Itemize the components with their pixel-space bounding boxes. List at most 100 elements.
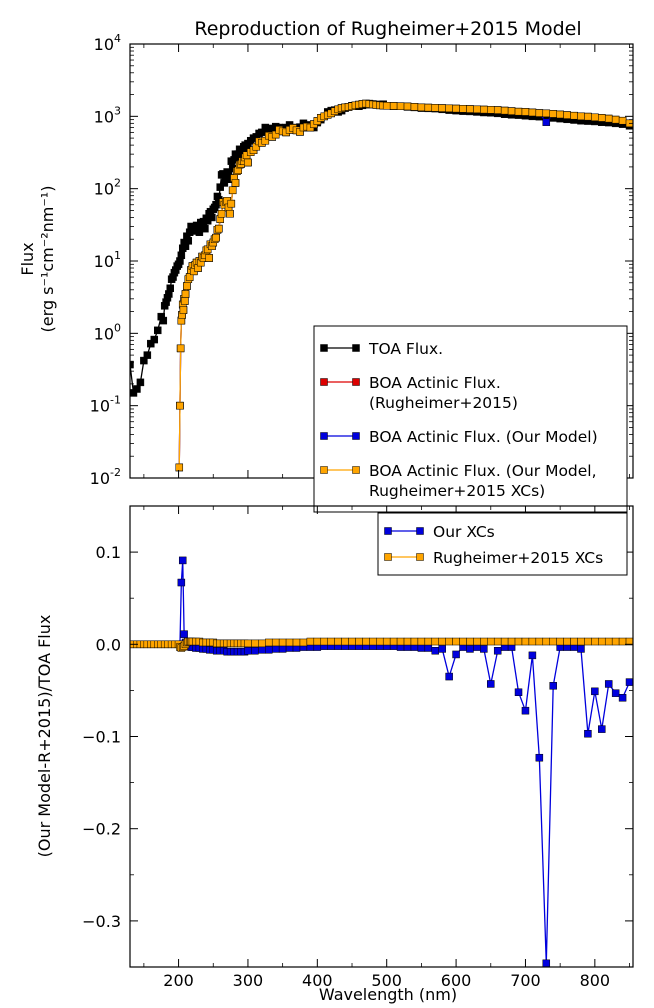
y-tick-label: −0.2 — [82, 820, 121, 839]
series-2 — [130, 637, 633, 652]
data-point — [500, 637, 509, 646]
series-4 — [175, 99, 633, 472]
data-point — [584, 112, 592, 121]
data-point — [244, 639, 252, 648]
data-point — [598, 725, 606, 733]
data-point — [227, 199, 236, 208]
data-point — [625, 637, 633, 646]
legend-swatch-marker — [416, 527, 424, 535]
data-point — [584, 729, 592, 738]
data-point — [177, 578, 186, 587]
data-point — [542, 109, 551, 118]
data-point — [327, 637, 335, 646]
data-point — [265, 646, 273, 654]
data-point — [473, 637, 481, 646]
data-point — [611, 637, 620, 646]
data-point — [577, 637, 585, 646]
legend-swatch-marker — [384, 527, 392, 535]
data-point — [438, 637, 446, 646]
legend-entry-1: TOA Flux. — [320, 340, 443, 358]
chart-title: Reproduction of Rugheimer+2015 Model — [194, 18, 581, 40]
data-point — [563, 637, 571, 646]
data-point — [556, 637, 564, 646]
data-point — [369, 637, 377, 646]
data-point — [176, 344, 185, 353]
data-point — [487, 680, 495, 688]
data-point — [244, 158, 252, 167]
data-point — [570, 637, 578, 646]
data-point — [431, 647, 440, 655]
data-point — [244, 647, 252, 655]
y-tick-label: 0.0 — [96, 635, 121, 654]
y-tick-label: −0.3 — [82, 912, 121, 931]
data-point — [618, 694, 627, 702]
data-point — [528, 651, 537, 660]
legend-swatch-marker — [320, 466, 328, 474]
data-point — [181, 290, 190, 298]
legend-swatch-marker — [384, 553, 392, 561]
data-point — [528, 108, 537, 117]
data-point — [178, 556, 187, 565]
data-point — [216, 183, 224, 191]
legend-swatch-marker — [352, 466, 360, 474]
data-point — [549, 110, 557, 118]
legend-swatch-marker — [416, 553, 424, 561]
legend-entry-3: BOA Actinic Flux. (Our Model) — [320, 428, 598, 446]
data-point — [136, 378, 145, 387]
y-tick-label: 10-2 — [90, 466, 121, 488]
data-point — [181, 297, 189, 305]
data-point — [159, 316, 168, 325]
data-point — [480, 645, 488, 653]
data-point — [521, 637, 530, 646]
data-point — [299, 638, 308, 647]
data-point — [175, 463, 184, 472]
y-tick-label: 103 — [94, 104, 121, 126]
legend-entry-1: Our XCs — [384, 523, 495, 541]
data-point — [320, 637, 329, 646]
data-point — [355, 637, 363, 646]
data-point — [271, 645, 280, 653]
data-point — [604, 680, 613, 688]
data-point — [604, 114, 613, 123]
legend-box — [377, 512, 628, 576]
data-point — [563, 111, 571, 119]
x-tick-label: 600 — [441, 971, 472, 990]
data-point — [208, 213, 216, 222]
residual-axes: 200 300 400 500 600 700 800 0.1 0.0 −0.1 −0.2 −0.3 — [82, 505, 634, 990]
data-point — [403, 637, 412, 646]
data-point — [180, 630, 188, 638]
data-point — [265, 638, 273, 647]
legend-label: BOA Actinic Flux. (Our Model, — [369, 462, 597, 480]
data-point — [258, 639, 266, 648]
data-point — [382, 637, 391, 646]
data-point — [231, 179, 240, 187]
data-point — [424, 103, 433, 112]
data-point — [466, 645, 474, 653]
data-point — [577, 645, 585, 653]
legend-swatch-marker — [352, 344, 360, 352]
data-point — [226, 210, 234, 218]
data-point — [362, 637, 370, 646]
data-point — [514, 107, 523, 116]
data-point — [514, 688, 523, 696]
y-tick-label: 10-1 — [90, 394, 121, 416]
data-point — [535, 753, 544, 762]
x-tick-label: 300 — [233, 971, 264, 990]
data-point — [452, 637, 460, 646]
data-point — [507, 637, 516, 646]
legend-swatch-marker — [320, 344, 328, 352]
data-point — [183, 282, 191, 290]
data-point — [611, 689, 620, 697]
data-point — [166, 284, 174, 292]
data-point — [176, 401, 184, 410]
data-point — [611, 115, 620, 124]
y-axis-label-line1: Flux — [18, 242, 37, 275]
data-point — [150, 335, 159, 344]
data-point — [389, 637, 398, 646]
legend-label: Our XCs — [433, 523, 495, 541]
data-point — [389, 102, 398, 110]
data-point — [466, 105, 474, 113]
residual-series-group — [130, 556, 633, 967]
data-point — [584, 637, 592, 646]
